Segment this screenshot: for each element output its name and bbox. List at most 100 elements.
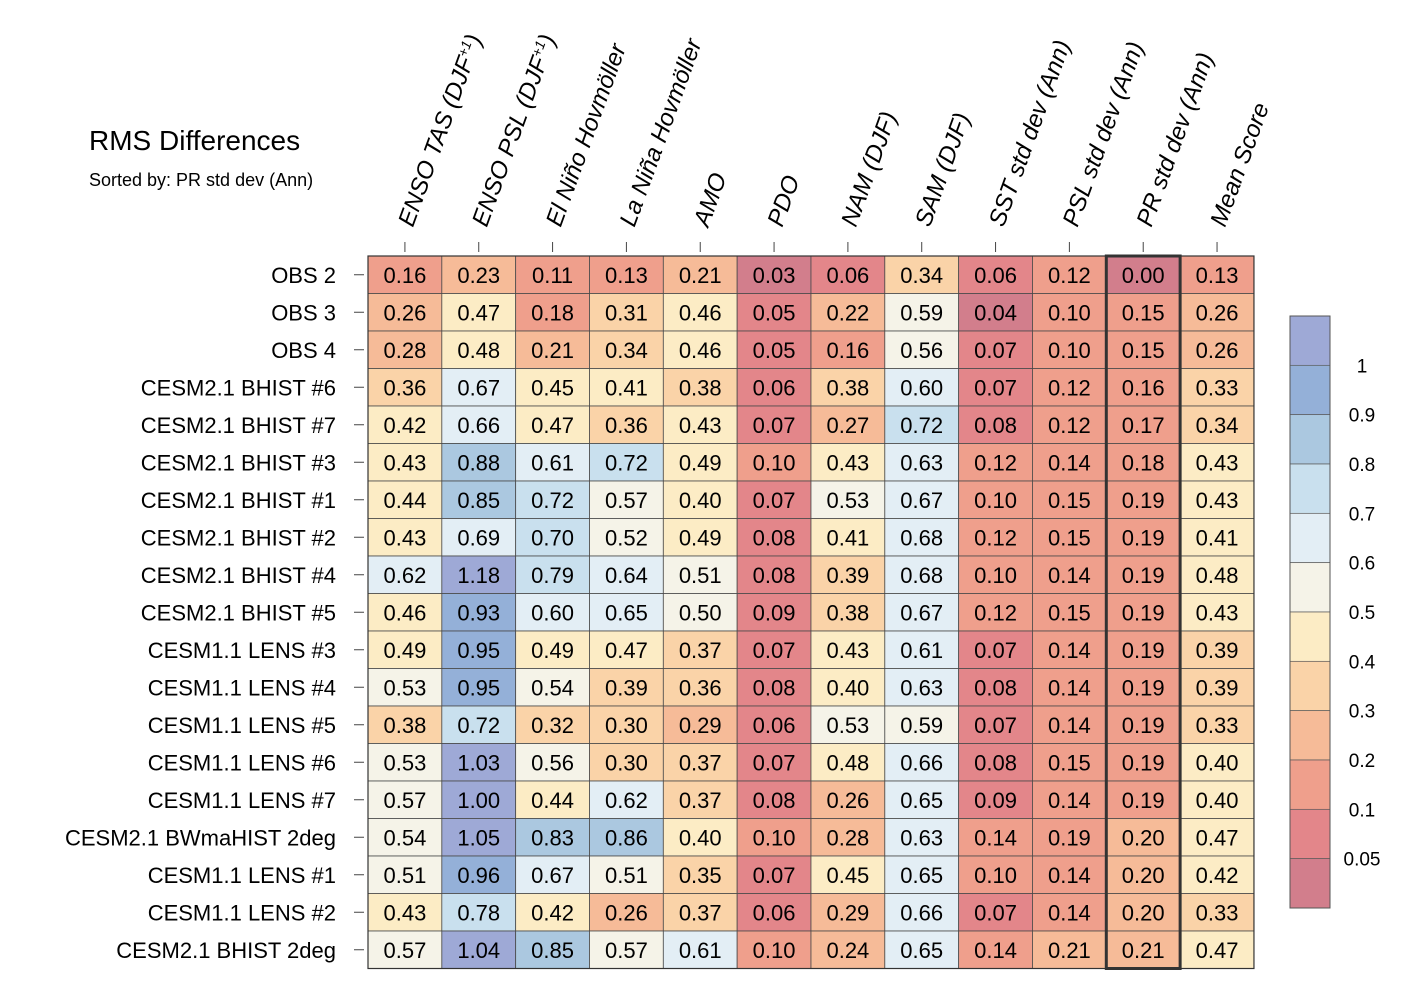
- heatmap-cell: [1032, 255, 1107, 294]
- heatmap-cell: [367, 630, 443, 669]
- cell-value-label: 0.44: [384, 488, 427, 513]
- heatmap-cell: [958, 330, 1033, 369]
- cell-value-label: 0.21: [1048, 938, 1091, 963]
- colorbar-label: 0.8: [1349, 455, 1375, 476]
- heatmap-cell: [515, 293, 590, 332]
- heatmap-cell: [810, 330, 886, 369]
- cell-value-label: 0.09: [974, 788, 1017, 813]
- cell-value-label: 0.10: [974, 863, 1017, 888]
- heatmap-cell: [662, 818, 738, 857]
- cell-value-label: 0.14: [974, 938, 1017, 963]
- row-label: CESM2.1 BHIST 2deg: [116, 938, 336, 963]
- cell-value-label: 0.41: [1196, 525, 1239, 550]
- cell-value-label: 0.38: [384, 713, 427, 738]
- heatmap-cell: [515, 480, 590, 519]
- heatmap-cell: [958, 443, 1033, 482]
- column-label: AMO: [688, 169, 733, 231]
- heatmap-cell: [589, 555, 664, 594]
- heatmap-cell: [1105, 705, 1181, 744]
- heatmap-cell: [1179, 930, 1255, 969]
- cell-value-label: 0.19: [1122, 488, 1165, 513]
- cell-value-label: 0.41: [605, 375, 648, 400]
- column-label: NAM (DJF): [836, 108, 902, 230]
- cell-value-label: 0.66: [900, 900, 943, 925]
- heatmap-cell: [367, 518, 443, 557]
- cell-value-label: 0.12: [1048, 375, 1091, 400]
- cell-value-label: 0.60: [900, 375, 943, 400]
- heatmap-cell: [367, 593, 443, 632]
- cell-value-label: 0.43: [384, 525, 427, 550]
- cell-value-label: 0.24: [826, 938, 869, 963]
- colorbar-label: 0.3: [1349, 702, 1375, 723]
- cell-value-label: 0.52: [605, 525, 648, 550]
- heatmap-cell: [1032, 405, 1107, 444]
- cell-value-label: 0.14: [1048, 713, 1091, 738]
- row-label: CESM2.1 BHIST #1: [141, 488, 336, 513]
- heatmap-cell: [884, 330, 960, 369]
- heatmap-cell: [736, 930, 812, 969]
- column-label: El Niño Hovmöller: [541, 39, 632, 230]
- row-label: CESM1.1 LENS #7: [148, 788, 336, 813]
- heatmap-cell: [884, 780, 960, 819]
- cell-value-label: 0.08: [974, 675, 1017, 700]
- cell-value-label: 0.41: [826, 525, 869, 550]
- heatmap-cell: [884, 855, 960, 894]
- cell-value-label: 0.85: [457, 488, 500, 513]
- cell-value-label: 0.47: [605, 638, 648, 663]
- cell-value-label: 0.36: [679, 675, 722, 700]
- cell-value-label: 0.18: [1122, 450, 1165, 475]
- colorbar-label: 0.9: [1349, 406, 1375, 427]
- cell-value-label: 0.72: [457, 713, 500, 738]
- heatmap-cell: [515, 743, 590, 782]
- cell-value-label: 0.08: [753, 675, 796, 700]
- column-label: La Niña Hovmöller: [615, 34, 708, 230]
- heatmap-cell: [1105, 480, 1181, 519]
- cell-value-label: 0.67: [457, 375, 500, 400]
- column-label: Mean Score: [1205, 99, 1275, 230]
- cell-value-label: 0.20: [1122, 900, 1165, 925]
- row-label: CESM1.1 LENS #4: [148, 675, 336, 700]
- cell-value-label: 0.72: [605, 450, 648, 475]
- heatmap-cell: [662, 668, 738, 707]
- heatmap-cell: [1105, 518, 1181, 557]
- heatmap-cell: [884, 593, 960, 632]
- heatmap-cell: [662, 593, 738, 632]
- heatmap-cell: [884, 480, 960, 519]
- cell-value-label: 0.42: [384, 413, 427, 438]
- cell-value-label: 0.66: [900, 750, 943, 775]
- heatmap-cell: [958, 405, 1033, 444]
- cell-value-label: 0.44: [531, 788, 574, 813]
- heatmap-cell: [958, 518, 1033, 557]
- heatmap-cell: [1032, 480, 1107, 519]
- cell-value-label: 0.46: [679, 338, 722, 363]
- cell-value-label: 0.43: [826, 638, 869, 663]
- cell-value-label: 1.04: [457, 938, 500, 963]
- heatmap-cell: [1179, 893, 1255, 932]
- heatmap-cell: [1105, 743, 1181, 782]
- cell-value-label: 0.08: [753, 563, 796, 588]
- cell-value-label: 0.72: [531, 488, 574, 513]
- cell-value-label: 0.06: [753, 375, 796, 400]
- heatmap-cell: [515, 930, 590, 969]
- colorbar-label: 0.2: [1349, 751, 1375, 772]
- heatmap-cell: [1105, 630, 1181, 669]
- column-label: PSL std dev (Ann): [1058, 38, 1150, 230]
- cell-value-label: 0.12: [974, 450, 1017, 475]
- cell-value-label: 0.21: [1122, 938, 1165, 963]
- heatmap-cell: [441, 518, 517, 557]
- cell-value-label: 0.72: [900, 413, 943, 438]
- heatmap-cell: [958, 593, 1033, 632]
- cell-value-label: 0.39: [826, 563, 869, 588]
- cell-value-label: 0.15: [1048, 488, 1091, 513]
- row-label: CESM2.1 BWmaHIST 2deg: [65, 825, 336, 850]
- cell-value-label: 0.62: [384, 563, 427, 588]
- cell-value-label: 0.47: [1196, 938, 1239, 963]
- cell-value-label: 0.26: [384, 300, 427, 325]
- heatmap-cell: [1179, 293, 1255, 332]
- heatmap-cell: [589, 443, 664, 482]
- heatmap-cell: [441, 743, 517, 782]
- heatmap-cell: [367, 443, 443, 482]
- heatmap-cell: [367, 555, 443, 594]
- heatmap-cell: [662, 743, 738, 782]
- heatmap-cell: [736, 780, 812, 819]
